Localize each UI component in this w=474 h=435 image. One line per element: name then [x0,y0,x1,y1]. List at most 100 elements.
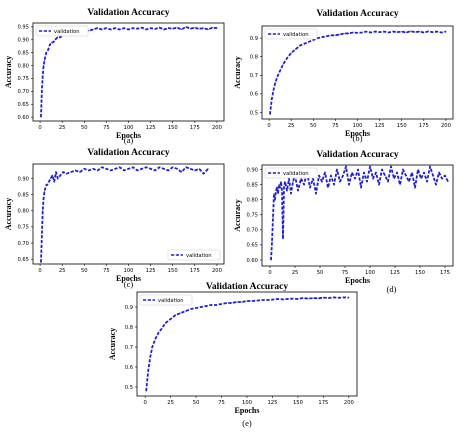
chart-4-y-tick-label: 0.85 [246,182,258,188]
chart-3-data-point [40,261,42,263]
chart-4-data-point [297,190,299,192]
chart-4-y-tick-label: 0.65 [246,243,258,249]
chart-1-data-point [101,28,103,30]
chart-2-group: Validation Accuracy 0 25 50 75 100 125 150 175 20… [233,9,454,143]
chart-5-data-point [154,338,156,340]
chart-4-data-point [342,175,344,177]
chart-2-data-point [326,35,328,37]
chart-2-data-point [414,31,416,33]
chart-1-data-point [51,41,53,43]
chart-4-data-point [369,166,371,168]
chart-2-panel-caption: (b) [353,133,363,143]
chart-3-data-point [110,169,112,171]
chart-3-data-point [66,173,68,175]
chart-5-data-point [175,314,177,316]
chart-2-x-tick-label: 125 [375,123,385,129]
chart-3-data-point [62,171,64,173]
chart-5-data-point [226,302,228,304]
chart-2-data-point [352,32,354,34]
chart-2-data-point [290,52,292,54]
chart-1-data-point [49,44,51,46]
chart-5-data-point [160,328,162,330]
chart-4-x-tick-label: 175 [440,270,450,276]
chart-2-data-point [365,31,367,33]
chart-5-data-point [333,296,335,298]
chart-2-data-point [277,74,279,76]
chart-1-y-axis-label: Accuracy [4,56,13,88]
chart-1-data-point [172,28,174,30]
chart-2-data-point [423,32,425,34]
chart-3-x-tick-label: 150 [168,268,178,274]
chart-4-data-point [384,175,386,177]
chart-3-y-tick-label: 0.85 [17,192,29,198]
chart-1-data-point [41,90,43,92]
chart-2-data-point [401,31,403,33]
chart-1-x-tick-label: 25 [59,125,66,131]
chart-5-data-point [251,300,253,302]
chart-2-data-point [317,37,319,39]
chart-4-data-point [303,184,305,186]
chart-1-data-point [145,28,147,30]
chart-4-data-point [432,175,434,177]
chart-4-data-point [290,193,292,195]
chart-1-x-tick-label: 175 [190,125,200,131]
chart-4-x-axis-label: Epochs [345,276,370,285]
chart-4-data-point [318,175,320,177]
chart-5-data-point [343,296,345,298]
chart-4-data-point [354,178,356,180]
chart-5-data-point [157,332,159,334]
chart-1-data-point [97,27,99,29]
chart-5-data-point [317,297,319,299]
chart-4-data-point [444,175,446,177]
chart-5-legend-box [139,294,193,306]
chart-4-data-point [281,190,283,192]
chart-4-data-point [447,181,449,183]
chart-4-data-point [363,172,365,174]
chart-4-data-point [360,187,362,189]
chart-2-legend: validation [264,28,318,40]
chart-4-data-point [393,178,395,180]
chart-1-y-tick-label: 0.75 [17,76,29,82]
chart-4-y-tick-label: 0.80 [246,197,258,203]
chart-5-legend: validation [139,294,193,306]
chart-5-data-point [200,306,202,308]
chart-3-data-point [105,168,107,170]
chart-3-data-point [55,171,57,173]
chart-2-data-point [303,43,305,45]
chart-1-plot-frame [32,22,225,122]
chart-4-data-point [357,169,359,171]
chart-2-data-point [392,31,394,33]
chart-2-y-tick-label: 0.5 [250,110,258,116]
chart-1-data-point [92,28,94,30]
chart-5-data-point [180,312,182,314]
chart-3-data-point [50,178,52,180]
chart-4-data-point [324,172,326,174]
chart-5-y-tick-label: 0.6 [125,365,133,371]
chart-3-data-point [41,236,43,238]
chart-2-data-point [299,45,301,47]
chart-3-data-point [145,166,147,168]
chart-4-data-point [414,187,416,189]
chart-3-data-point [42,210,44,212]
chart-5-y-tick-label: 0.8 [125,325,133,331]
chart-2-data-point [321,36,323,38]
chart-2-data-point [410,30,412,32]
chart-5-data-point [338,297,340,299]
chart-3-data-point [181,171,183,173]
chart-4-data-point [387,181,389,183]
chart-3-data-point [128,168,129,170]
chart-1-data-point [212,27,213,29]
chart-3-x-tick-label: 25 [59,268,66,274]
chart-3-series-line [40,166,209,263]
chart-1-series-line [40,25,218,118]
chart-1-x-tick-label: 75 [103,125,110,131]
chart-2-data-point [396,31,398,33]
chart-4-data-point [315,193,317,195]
chart-2-data-point [357,32,358,34]
chart-3-legend-label: validation [186,253,212,259]
chart-5-data-point [277,298,279,300]
chart-4-legend-label: validation [283,171,309,177]
chart-5-data-point [287,298,289,300]
chart-5-data-point [261,299,263,301]
chart-5-series-line [145,296,349,392]
